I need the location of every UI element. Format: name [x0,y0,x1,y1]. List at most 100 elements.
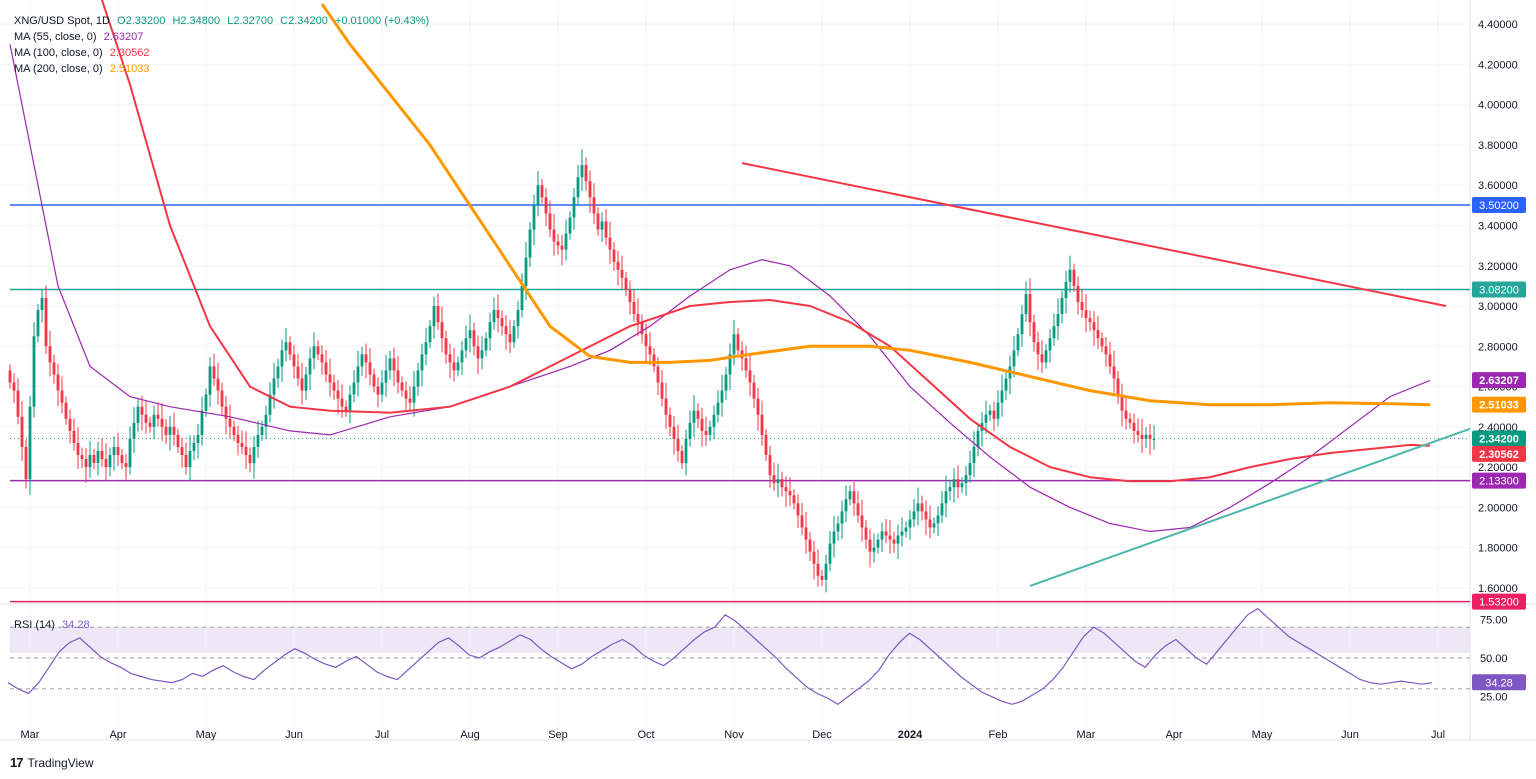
symbol-title[interactable]: XNG/USD Spot, 1D [14,15,110,27]
candle-body [676,438,680,451]
candle-body [608,237,612,250]
candle-body [1092,322,1096,331]
high-value: H2.34800 [172,15,221,27]
rsi-band [10,627,1470,653]
candle-body [1108,354,1112,367]
candle-body [656,366,660,383]
candle-body [492,310,496,323]
candle-body [200,410,204,435]
candle-body [956,479,960,488]
rsi-pane [7,607,1470,706]
price-axis[interactable]: 4.40000 4.20000 4.00000 3.80000 3.60000 3.400… [1478,19,1518,703]
legend-ma200-row[interactable]: MA (200, close, 0) 2.51033 [14,61,429,77]
candle-body [16,390,20,417]
change-value: +0.01000 (+0.43%) [334,15,430,27]
candle-body [1052,326,1056,339]
candle-body [412,386,416,403]
rsi-value-tag-text: 34.28 [1485,677,1513,689]
price-tag [1472,430,1526,447]
candle-body [664,398,668,415]
resistance-trendline [741,162,1447,307]
candle-body [588,181,592,198]
candle-body [828,543,832,564]
candle-body [508,334,512,343]
candle-body [1088,318,1092,323]
candle-body [788,491,792,496]
candle-body [248,455,252,464]
rsi-legend[interactable]: RSI (14) 34.28 [14,619,90,631]
rsi-label: RSI (14) [14,619,55,631]
candle-body [852,491,856,504]
candle-body [312,346,316,359]
candle-body [272,378,276,395]
time-tick-label: May [1252,729,1273,741]
rsi-value-tag [1472,674,1526,691]
time-tick-label: Jun [1341,729,1359,741]
candle-body [68,418,72,431]
candle-body [364,354,368,363]
candle-body [1020,314,1024,335]
candle-body [72,430,76,443]
candle-body [424,342,428,355]
legend-ma100-row[interactable]: MA (100, close, 0) 2.30562 [14,45,429,61]
candle-body [860,515,864,528]
candle-body [552,229,556,242]
price-tick-label: 3.60000 [1478,180,1518,192]
candle-body [1072,269,1076,286]
candle-body [112,446,116,456]
candle-body [1080,302,1084,311]
time-tick-label: Jun [285,729,303,741]
candle-body [36,310,40,337]
candle-body [936,515,940,524]
candle-body [1112,366,1116,379]
candle-body [1100,338,1104,347]
candle-body [780,479,784,488]
candle-body [736,334,740,351]
price-labels: 3.50200 3.08200 2.13300 1.53200 2.63207 2.510… [1472,196,1526,691]
candle-body [544,197,548,214]
candle-body [80,455,84,460]
candle-body [504,326,508,335]
candle-body [600,221,604,230]
candle-body [948,487,952,492]
candle-body [176,434,180,447]
candle-body [180,446,184,456]
candle-body [368,362,372,375]
candle-body [1016,334,1020,351]
support-trendline [1029,427,1471,587]
close-value: C2.34200 [280,15,328,27]
candle-body [548,213,552,230]
candle-body [168,426,172,435]
candle-body [316,346,320,355]
candle-body [352,382,356,395]
ma55-line [9,44,1431,533]
candle-body [556,241,560,246]
candle-body [820,575,824,580]
candle-body [164,426,168,435]
time-axis[interactable]: Mar Apr May Jun Jul Aug Sep Oct Nov Dec 2024 Feb Mar… [21,729,1446,741]
legend-ma55-row[interactable]: MA (55, close, 0) 2.63207 [14,29,429,45]
level-tag [1472,593,1526,610]
open-value: O2.33200 [117,15,166,27]
candle-body [912,511,916,520]
candle-body [196,434,200,443]
time-tick-label: Feb [989,729,1008,741]
candle-body [12,382,16,391]
candle-body [100,450,104,460]
ma55-label: MA (55, close, 0) [14,31,97,43]
candle-body [388,358,392,371]
candle-body [116,446,120,456]
candle-body [732,334,736,355]
candle-body [832,531,836,544]
candle-body [216,378,220,391]
candle-body [44,297,48,347]
candle-body [1152,438,1156,440]
candle-body [20,416,24,447]
candle-body [864,527,868,540]
candle-body [1004,378,1008,391]
candle-body [940,503,944,516]
candle-body [380,382,384,395]
tradingview-footer[interactable]: 17 TradingView [10,755,94,770]
candle-body [668,414,672,427]
